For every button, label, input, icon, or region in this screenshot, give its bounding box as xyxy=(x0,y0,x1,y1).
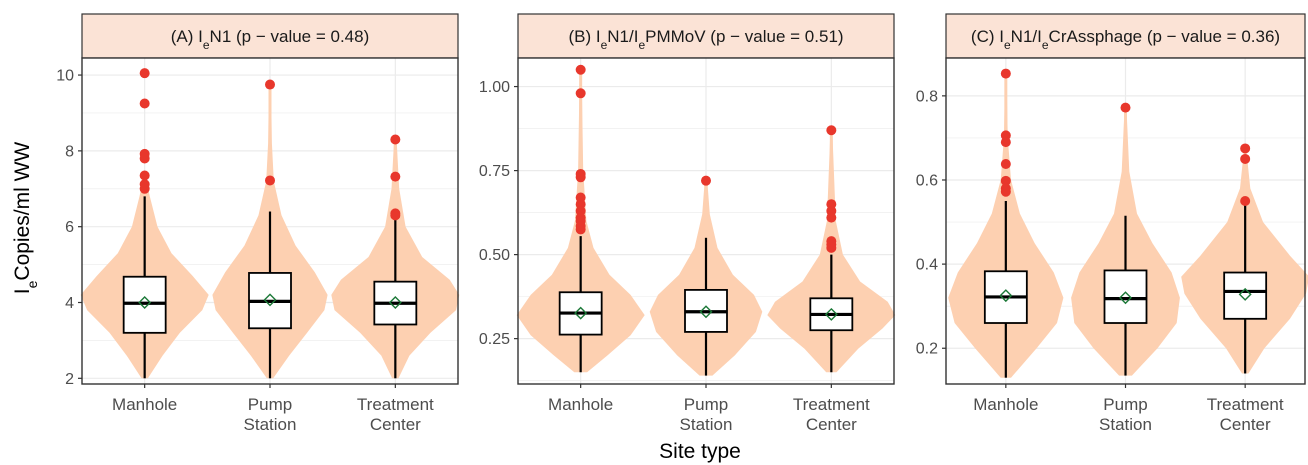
outlier-point xyxy=(265,175,275,186)
facet-strip xyxy=(517,13,895,59)
panel-title: (A) IeN1 (p − value = 0.48) xyxy=(171,27,370,52)
iqr-box xyxy=(1103,269,1148,324)
x-tick-label: Manhole xyxy=(112,395,177,414)
site-group-1 xyxy=(516,64,645,373)
outlier-point xyxy=(575,224,586,235)
panel-border xyxy=(945,57,1306,385)
y-tick-label: 4 xyxy=(65,295,74,312)
outlier-point xyxy=(1120,102,1131,113)
site-group-2 xyxy=(649,175,763,376)
chart-panel-2: (B) IeN1/IePMMoV (p − value = 0.51) Manho… xyxy=(479,13,896,434)
y-tick-label: 6 xyxy=(65,219,74,236)
outlier-point xyxy=(826,125,837,136)
outlier-point xyxy=(1240,143,1251,154)
outlier-point xyxy=(1240,196,1251,207)
x-tick-label: Treatment Center xyxy=(1207,395,1284,434)
y-tick-label: 0.6 xyxy=(916,172,938,189)
x-tick-label: Pump Station xyxy=(1099,395,1152,434)
x-axis-title: Site type xyxy=(659,440,741,463)
outlier-point xyxy=(139,68,150,79)
x-tick-label: Treatment Center xyxy=(793,395,870,434)
panel-border xyxy=(81,57,459,385)
y-tick-label: 10 xyxy=(56,68,74,85)
site-group-2 xyxy=(1071,102,1180,376)
site-group-3 xyxy=(1181,143,1308,374)
y-tick-label: 0.75 xyxy=(479,163,510,180)
panel-title: (C) IeN1/IeCrAssphage (p − value = 0.36) xyxy=(971,27,1280,52)
site-group-3 xyxy=(767,125,896,373)
x-tick-label: Pump Station xyxy=(244,395,297,434)
site-group-1 xyxy=(948,68,1064,378)
outlier-point xyxy=(575,88,586,99)
y-tick-label: 8 xyxy=(65,143,74,160)
y-tick-label: 1.00 xyxy=(479,79,510,96)
y-tick-label: 2 xyxy=(65,371,74,388)
outlier-point xyxy=(139,183,150,194)
outlier-point xyxy=(139,170,150,181)
mean-marker xyxy=(999,289,1013,303)
mean-marker xyxy=(1119,291,1132,305)
outlier-point xyxy=(139,98,150,109)
panel-title: (B) IeN1/IePMMoV (p − value = 0.51) xyxy=(568,27,843,52)
outlier-point xyxy=(826,242,837,253)
site-group-1 xyxy=(80,68,209,379)
y-tick-label: 0.8 xyxy=(916,88,938,105)
y-tick-label: 0.50 xyxy=(479,247,510,264)
mean-marker xyxy=(388,296,402,309)
x-tick-label: Manhole xyxy=(973,395,1038,414)
x-tick-label: Manhole xyxy=(548,395,613,414)
y-tick-label: 0.25 xyxy=(479,331,510,348)
outlier-point xyxy=(265,79,275,90)
outlier-point xyxy=(1000,186,1011,197)
panel-border xyxy=(517,57,895,385)
outlier-point xyxy=(826,212,837,223)
x-tick-label: Pump Station xyxy=(680,395,733,434)
mean-marker xyxy=(1238,287,1252,301)
mean-marker xyxy=(263,293,277,307)
y-tick-label: 0.4 xyxy=(916,257,938,274)
mean-marker xyxy=(574,306,588,320)
chart-panel-3: (C) IeN1/IeCrAssphage (p − value = 0.36)… xyxy=(916,13,1308,434)
outlier-point xyxy=(575,64,586,75)
mean-marker xyxy=(824,307,838,321)
chart-panel-1: (A) IeN1 (p − value = 0.48) Manhole Pump St… xyxy=(56,13,460,434)
site-group-3 xyxy=(331,134,460,379)
iqr-box xyxy=(1223,271,1268,320)
outlier-point xyxy=(390,210,401,221)
outlier-point xyxy=(1000,137,1011,148)
outlier-point xyxy=(1000,159,1011,170)
x-tick-label: Treatment Center xyxy=(357,395,434,434)
outlier-point xyxy=(701,175,711,186)
facet-strip xyxy=(81,13,459,59)
outlier-point xyxy=(390,134,401,145)
mean-marker xyxy=(138,296,152,309)
facet-strip xyxy=(945,13,1306,59)
outlier-point xyxy=(1240,153,1251,164)
mean-marker xyxy=(699,305,713,319)
y-tick-label: 0.2 xyxy=(916,341,938,358)
outlier-point xyxy=(390,171,401,182)
y-axis-title: IeCopies/ml WW xyxy=(11,142,40,295)
outlier-point xyxy=(1000,175,1011,186)
outlier-point xyxy=(575,172,586,183)
outlier-point xyxy=(139,153,150,164)
site-group-2 xyxy=(212,79,328,379)
outlier-point xyxy=(1000,68,1011,79)
